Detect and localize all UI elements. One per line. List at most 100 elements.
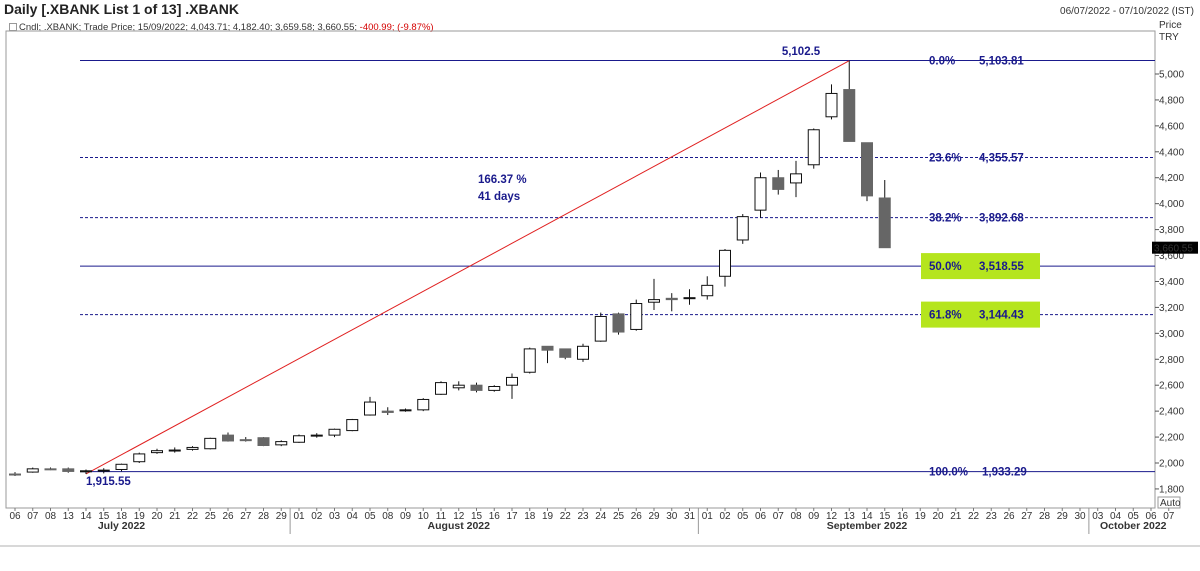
candle-down[interactable] — [257, 437, 270, 446]
candle-down[interactable] — [843, 89, 856, 142]
y-axis-unit: TRY — [1159, 32, 1179, 43]
x-tick-label: 01 — [702, 511, 714, 522]
x-tick-label: 12 — [453, 511, 465, 522]
x-tick-label: 16 — [897, 511, 909, 522]
candle-down[interactable] — [470, 384, 483, 391]
y-tick-label: 4,200 — [1159, 173, 1184, 184]
low-annotation: 1,915.55 — [86, 476, 131, 488]
candle-down[interactable] — [9, 473, 21, 476]
fib-level-value: 3,144.43 — [979, 310, 1024, 322]
candle-up[interactable] — [364, 401, 376, 416]
candle-up[interactable] — [790, 173, 802, 184]
candle-down[interactable] — [878, 197, 891, 249]
candle-up[interactable] — [488, 385, 501, 391]
candle-down[interactable] — [541, 345, 554, 351]
candle-down[interactable] — [665, 297, 678, 301]
candle-up[interactable] — [293, 435, 305, 443]
candle-up[interactable] — [435, 382, 447, 395]
candle-up[interactable] — [26, 468, 39, 473]
candle-up[interactable] — [186, 446, 199, 450]
candle-up[interactable] — [328, 428, 341, 436]
candle-up[interactable] — [151, 450, 163, 454]
y-tick-label: 2,800 — [1159, 355, 1184, 366]
fib-level-value: 4,355.57 — [979, 153, 1024, 165]
x-tick-label: 23 — [577, 511, 589, 522]
x-tick-label: 31 — [684, 511, 696, 522]
y-tick-label: 3,400 — [1159, 277, 1184, 288]
month-label: October 2022 — [1100, 520, 1167, 532]
candle-up[interactable] — [701, 284, 714, 297]
x-tick-label: 23 — [986, 511, 998, 522]
x-tick-label: 15 — [471, 511, 483, 522]
x-tick-label: 19 — [542, 511, 554, 522]
candle-down[interactable] — [62, 468, 75, 472]
x-tick-label: 07 — [773, 511, 785, 522]
candle-up[interactable] — [648, 299, 660, 303]
x-tick-label: 17 — [506, 511, 518, 522]
x-tick-label: 05 — [737, 511, 749, 522]
fib-level-pct: 0.0% — [929, 56, 955, 68]
x-tick-label: 24 — [595, 511, 607, 522]
y-axis-label: Price — [1159, 20, 1182, 31]
y-tick-label: 1,800 — [1159, 484, 1184, 495]
candle-up[interactable] — [754, 177, 767, 211]
y-tick-label: 4,800 — [1159, 95, 1184, 106]
candle-up[interactable] — [275, 441, 288, 446]
candle-up[interactable] — [133, 453, 146, 463]
candle-down[interactable] — [222, 434, 234, 442]
candle-up[interactable] — [452, 384, 465, 389]
duration-annotation: 41 days — [478, 191, 520, 203]
x-tick-label: 29 — [276, 511, 288, 522]
x-tick-label: 21 — [950, 511, 962, 522]
candle-up[interactable] — [825, 92, 838, 118]
candle-up[interactable] — [683, 297, 696, 300]
x-tick-label: 13 — [63, 511, 75, 522]
high-annotation: 5,102.5 — [782, 46, 821, 58]
candle-up[interactable] — [417, 398, 430, 411]
y-tick-label: 3,800 — [1159, 225, 1184, 236]
candle-up[interactable] — [80, 470, 92, 473]
candle-up[interactable] — [506, 376, 518, 386]
x-tick-label: 08 — [45, 511, 57, 522]
candle-up[interactable] — [736, 216, 749, 241]
last-price-tag — [1152, 241, 1198, 254]
x-tick-label: 18 — [524, 511, 536, 522]
candle-up[interactable] — [346, 419, 359, 432]
trend-line — [85, 60, 850, 475]
candle-up[interactable] — [577, 345, 589, 360]
candle-up[interactable] — [97, 469, 110, 472]
chart-title: Daily [.XBANK List 1 of 13] .XBANK — [4, 1, 239, 17]
x-tick-label: 13 — [844, 511, 856, 522]
candle-down[interactable] — [239, 439, 252, 442]
fib-level-pct: 23.6% — [929, 153, 962, 165]
candle-down[interactable] — [861, 142, 873, 197]
x-tick-label: 28 — [1039, 511, 1051, 522]
y-tick-label: 2,200 — [1159, 433, 1184, 444]
candle-down[interactable] — [772, 177, 785, 190]
candle-up[interactable] — [310, 434, 323, 437]
candle-up[interactable] — [168, 449, 181, 452]
month-label: September 2022 — [827, 520, 908, 532]
fib-level-pct: 61.8% — [929, 310, 962, 322]
candle-up[interactable] — [523, 348, 536, 373]
x-tick-label: 14 — [861, 511, 873, 522]
candle-down[interactable] — [612, 313, 625, 333]
candle-up[interactable] — [399, 409, 412, 412]
candle-down[interactable] — [559, 348, 572, 358]
candle-up[interactable] — [630, 303, 643, 330]
x-tick-label: 07 — [27, 511, 39, 522]
candle-up[interactable] — [807, 129, 820, 166]
candle-up[interactable] — [719, 249, 731, 277]
x-tick-label: 21 — [169, 511, 181, 522]
candle-up[interactable] — [115, 463, 128, 470]
candle-up[interactable] — [594, 315, 607, 342]
x-tick-label: 18 — [116, 511, 128, 522]
candle-down[interactable] — [44, 468, 57, 471]
x-tick-label: 02 — [719, 511, 731, 522]
fib-level-value: 5,103.81 — [979, 56, 1024, 68]
x-tick-label: 05 — [1128, 511, 1140, 522]
last-price-value: 3,660.55 — [1154, 244, 1193, 255]
candle-down[interactable] — [381, 410, 394, 413]
candle-up[interactable] — [204, 437, 217, 450]
